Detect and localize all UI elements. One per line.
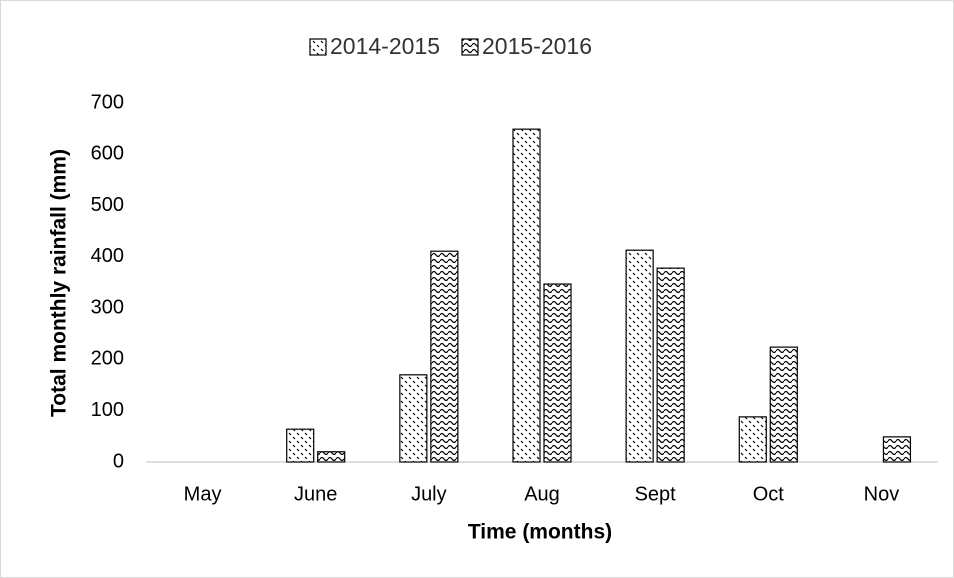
- bar: [512, 128, 541, 463]
- bar: [430, 250, 459, 463]
- x-tick-label: June: [294, 483, 337, 505]
- x-tick-label: Sept: [635, 483, 677, 505]
- bar: [656, 267, 685, 463]
- legend-swatch: [461, 38, 479, 56]
- bar: [625, 249, 654, 463]
- bar: [543, 283, 572, 463]
- y-tick-label: 300: [91, 296, 124, 318]
- x-tick-label: Oct: [753, 483, 785, 505]
- y-tick-label: 600: [91, 143, 124, 165]
- bar: [738, 416, 767, 463]
- x-tick-label: Aug: [524, 483, 560, 505]
- x-tick-label: May: [184, 483, 222, 505]
- y-tick-label: 200: [91, 348, 124, 370]
- y-tick-label: 500: [91, 194, 124, 216]
- bar: [769, 346, 798, 463]
- x-axis-title: Time (months): [468, 521, 612, 544]
- bar: [399, 374, 428, 463]
- bar: [317, 451, 346, 463]
- bar: [286, 428, 315, 463]
- legend-swatch: [309, 38, 327, 56]
- y-tick-label: 700: [91, 91, 124, 113]
- bar: [882, 436, 912, 463]
- y-axis-title: Total monthly rainfall (mm): [48, 149, 71, 417]
- x-tick-label: July: [411, 483, 447, 505]
- legend-label: 2015-2016: [482, 33, 592, 59]
- y-tick-label: 100: [91, 399, 124, 421]
- x-tick-label: Nov: [864, 483, 900, 505]
- y-tick-label: 400: [91, 245, 124, 267]
- y-tick-label: 0: [113, 450, 124, 472]
- legend-label: 2014-2015: [330, 33, 440, 59]
